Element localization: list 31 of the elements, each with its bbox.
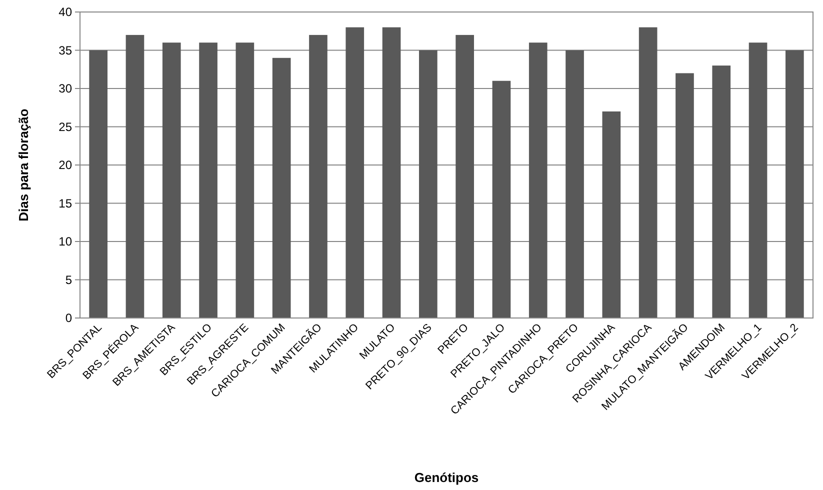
bar: [236, 42, 254, 318]
bar: [528, 42, 548, 318]
bar: [126, 34, 144, 318]
bar: [419, 50, 438, 318]
bar: [199, 42, 218, 318]
bar: [162, 42, 181, 318]
y-tick-label: 5: [65, 272, 72, 287]
bar: [566, 50, 584, 318]
bar: [272, 58, 291, 318]
y-tick-label: 15: [58, 196, 72, 210]
x-axis-title: Genótipos: [414, 470, 479, 485]
bar: [786, 50, 804, 318]
y-tick-label: 25: [58, 120, 72, 134]
bar: [346, 27, 364, 318]
bar: [492, 80, 511, 318]
bar: [676, 73, 694, 318]
bar: [602, 111, 621, 318]
bar: [456, 34, 474, 318]
bar: [89, 50, 108, 318]
y-tick-label: 0: [65, 311, 72, 326]
y-tick-label: 35: [58, 43, 72, 58]
y-tick-label: 40: [58, 5, 72, 20]
y-tick-label: 20: [58, 158, 72, 172]
y-axis-title: Dias para floração: [16, 108, 31, 222]
bar: [309, 34, 328, 318]
bar: [638, 27, 658, 318]
bar: [748, 42, 768, 318]
y-tick-label: 10: [58, 234, 72, 249]
bar: [382, 27, 401, 318]
bar: [712, 66, 731, 318]
y-tick-label: 30: [58, 82, 72, 96]
